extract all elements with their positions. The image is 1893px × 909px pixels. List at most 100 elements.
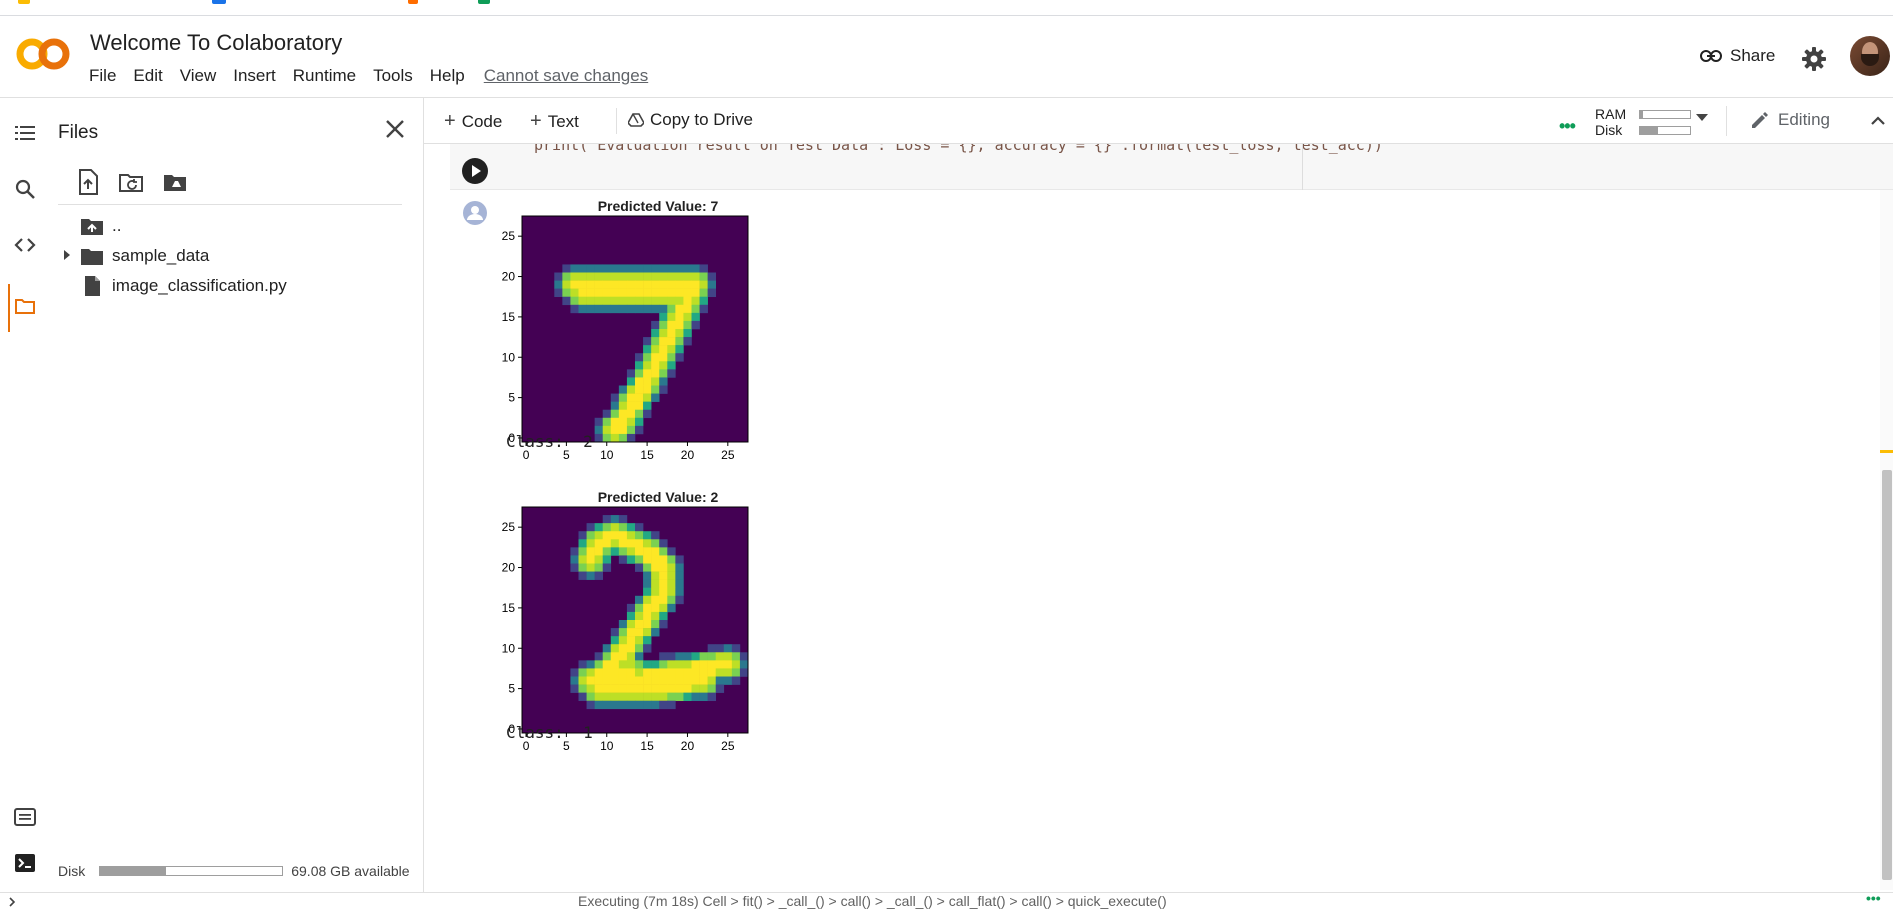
heatmap-cell [626, 425, 636, 435]
heatmap-cell [586, 539, 595, 548]
heatmap-cell [594, 684, 604, 693]
editing-mode-button[interactable]: Editing [1750, 110, 1830, 130]
heatmap-cell [635, 401, 644, 411]
search-icon[interactable] [14, 178, 36, 200]
heatmap-cell [667, 353, 676, 362]
heatmap-cell [570, 555, 579, 564]
tree-item-file[interactable]: image_classification.py [62, 272, 287, 300]
heatmap-cell [570, 684, 579, 693]
heatmap-cell [659, 611, 668, 621]
heatmap-cell [707, 676, 717, 685]
expand-caret-icon[interactable] [62, 246, 80, 266]
heatmap-cell [707, 692, 717, 702]
menu-view[interactable]: View [179, 66, 217, 85]
menu-tools[interactable]: Tools [373, 66, 413, 85]
disk-usage-fill [100, 867, 166, 875]
share-button[interactable]: Share [1700, 46, 1775, 66]
execution-status[interactable]: Executing (7m 18s) Cell > fit() > _call_… [578, 893, 1167, 909]
scroll-thumb[interactable] [1882, 470, 1892, 880]
heatmap-cell [554, 288, 563, 298]
heatmap-cell [715, 676, 725, 685]
heatmap-cell [683, 652, 692, 661]
heatmap-cell [602, 515, 612, 524]
heatmap-cell [723, 644, 733, 653]
heatmap-cell [723, 676, 733, 685]
heatmap-cell [635, 692, 644, 702]
heatmap-cell [635, 700, 644, 710]
heatmap-cell [659, 547, 668, 556]
heatmap-cell [651, 393, 660, 402]
code-snippets-icon[interactable] [14, 234, 36, 256]
code-text[interactable]: print('Evaluation result on Test Data : … [534, 144, 1383, 154]
heatmap-cell [643, 401, 652, 411]
heatmap-cell [667, 652, 676, 661]
heatmap-cell [618, 692, 628, 702]
heatmap-cell [651, 611, 660, 621]
vertical-scrollbar[interactable] [1880, 190, 1893, 890]
heatmap-cell [643, 280, 652, 289]
chevron-down-icon[interactable] [1696, 114, 1708, 121]
mount-drive-icon[interactable] [162, 168, 190, 196]
heatmap-cell [683, 272, 692, 281]
expand-status-icon[interactable] [8, 894, 16, 909]
heatmap-cell [635, 652, 644, 661]
bookmark-chip [18, 0, 30, 4]
heatmap-cell [602, 264, 612, 273]
heatmap-cell [602, 531, 612, 540]
chevron-up-icon[interactable] [1869, 112, 1887, 130]
heatmap-cell [635, 611, 644, 621]
menu-file[interactable]: File [89, 66, 117, 85]
copy-to-drive-button[interactable]: Copy to Drive [628, 110, 753, 130]
x-tick-label: 20 [681, 448, 695, 462]
terminal-list-icon[interactable] [14, 806, 36, 828]
tree-item-label: .. [112, 216, 122, 235]
menu-help[interactable]: Help [429, 66, 465, 85]
x-tick-label: 20 [681, 739, 695, 753]
upload-icon[interactable] [74, 168, 102, 196]
tree-item-parent[interactable]: .. [62, 212, 121, 240]
heatmap-cell [635, 353, 644, 362]
colab-logo[interactable] [16, 36, 70, 72]
notebook-main: print('Evaluation result on Test Data : … [424, 144, 1893, 892]
tree-item-sample-data[interactable]: sample_data [62, 242, 209, 270]
menu-insert[interactable]: Insert [233, 66, 276, 85]
heatmap-cell [626, 652, 636, 661]
resource-monitor[interactable]: ••• RAM Disk [1559, 102, 1709, 140]
heatmap-cell [659, 692, 668, 702]
heatmap-cell [683, 660, 692, 669]
avatar[interactable] [1850, 36, 1890, 76]
heatmap-cell [683, 280, 692, 289]
plot-title: Predicted Value: 7 [597, 198, 719, 214]
heatmap-cell [594, 539, 604, 548]
heatmap-cell [594, 531, 604, 540]
heatmap-cell [643, 644, 652, 653]
add-code-button[interactable]: + Code [444, 110, 502, 133]
heatmap-cell [594, 571, 604, 580]
menu-runtime[interactable]: Runtime [292, 66, 357, 85]
terminal-icon[interactable] [14, 852, 36, 874]
code-cell[interactable]: print('Evaluation result on Test Data : … [450, 144, 1893, 190]
toc-icon[interactable] [14, 122, 36, 144]
heatmap-cell [643, 579, 652, 589]
heatmap-cell [602, 644, 612, 653]
refresh-folder-icon[interactable] [118, 168, 146, 196]
heatmap-cell [643, 539, 652, 548]
heatmap-cell [635, 288, 644, 298]
heatmap-cell [586, 555, 595, 564]
save-status-link[interactable]: Cannot save changes [483, 66, 649, 85]
notebook-toolbar: + Code + Text Copy to Drive ••• RAM Disk… [424, 98, 1893, 144]
folder-icon[interactable] [14, 295, 36, 317]
gear-icon[interactable] [1801, 46, 1827, 72]
close-icon[interactable] [382, 116, 408, 142]
run-cell-button[interactable] [462, 158, 488, 184]
add-text-button[interactable]: + Text [530, 110, 579, 133]
notebook-title[interactable]: Welcome To Colaboratory [90, 30, 343, 55]
heatmap-cell [675, 337, 684, 346]
heatmap-cell [739, 652, 749, 661]
heatmap-cell [602, 417, 612, 427]
heatmap-cell [643, 288, 652, 298]
menu-edit[interactable]: Edit [133, 66, 163, 85]
heatmap-cell [675, 264, 684, 273]
heatmap-cell [610, 644, 620, 653]
class-output: Class: 1 [506, 723, 593, 742]
